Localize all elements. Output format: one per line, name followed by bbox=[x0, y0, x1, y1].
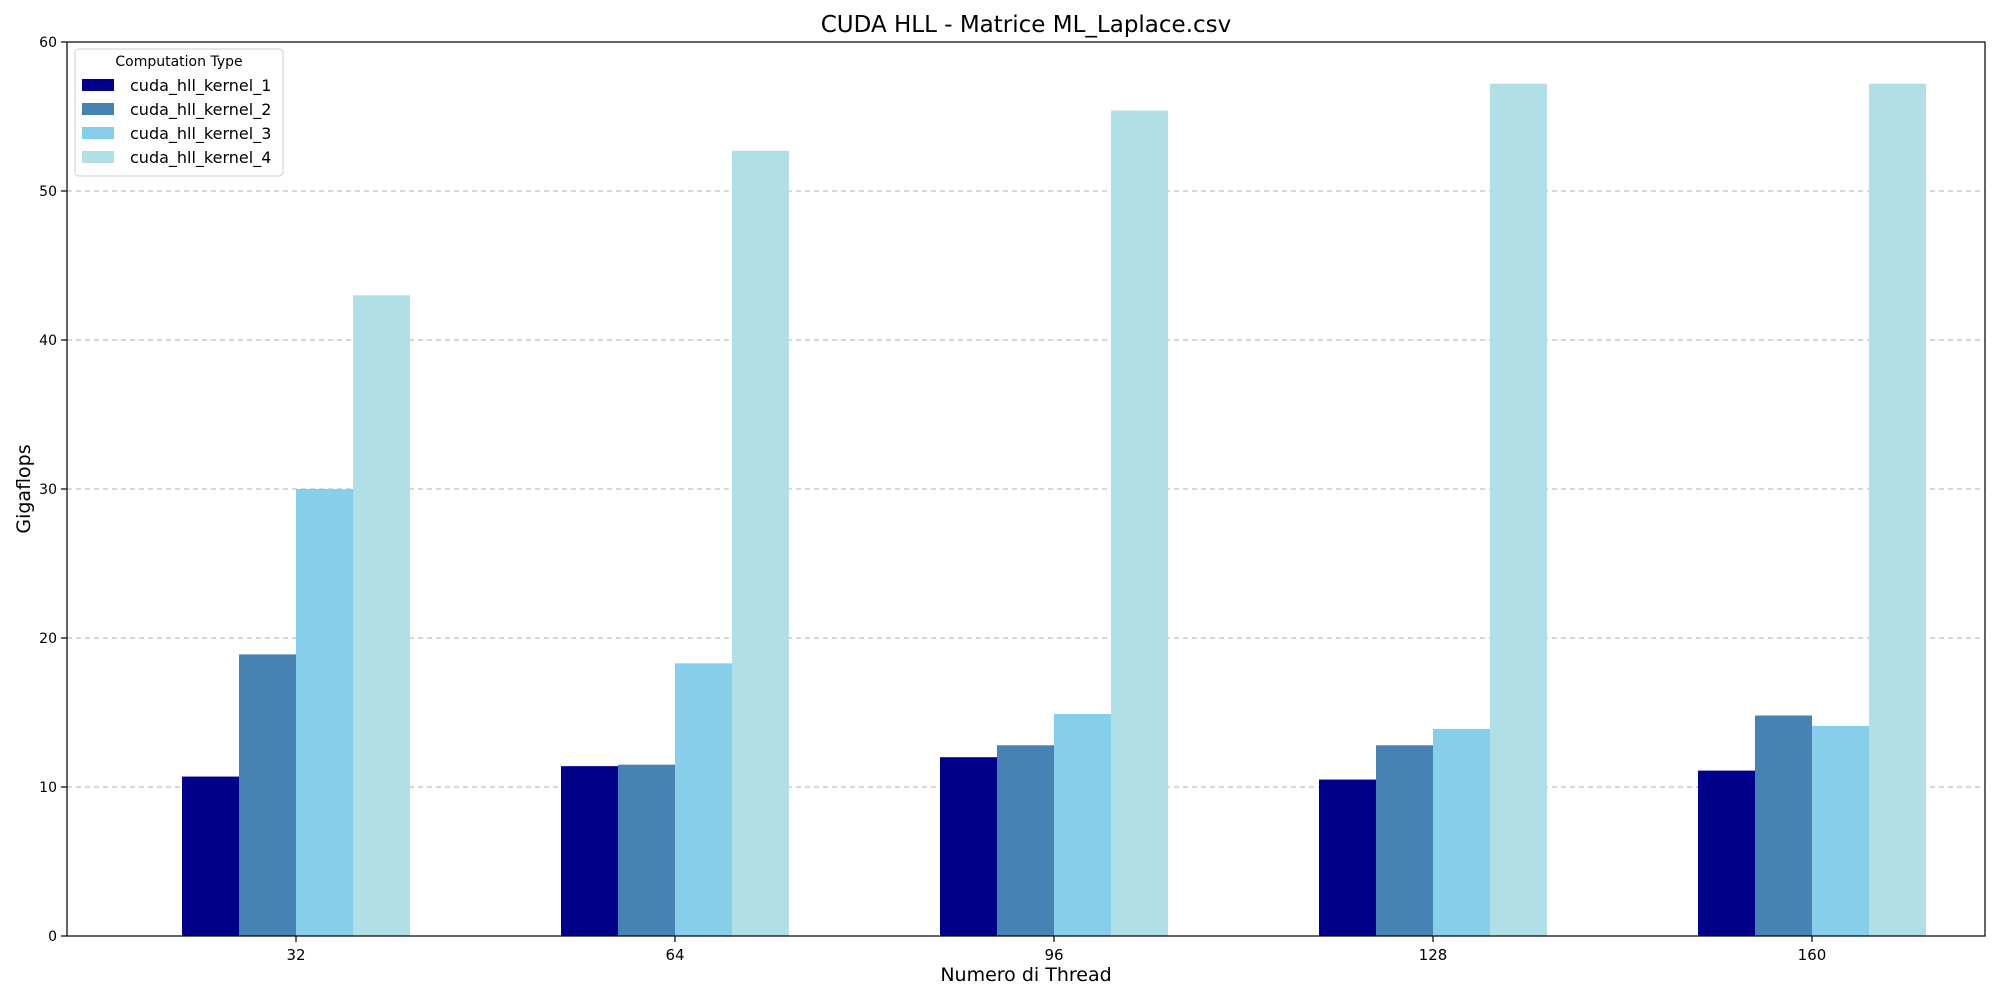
x-tick-label: 128 bbox=[1419, 946, 1448, 964]
bar-cuda_hll_kernel_3-128 bbox=[1433, 728, 1490, 936]
y-tick-label: 60 bbox=[39, 35, 57, 51]
x-tick-label: 96 bbox=[1044, 946, 1063, 964]
bar-cuda_hll_kernel_1-160 bbox=[1698, 770, 1755, 936]
chart-title: CUDA HLL - Matrice ML_Laplace.csv bbox=[821, 12, 1232, 38]
legend-swatch-cuda_hll_kernel_3 bbox=[82, 127, 114, 139]
bar-cuda_hll_kernel_4-128 bbox=[1490, 83, 1547, 937]
bar-cuda_hll_kernel_4-64 bbox=[732, 150, 789, 936]
y-tick-label: 30 bbox=[39, 482, 57, 498]
x-axis-ticks: 32 64 96 128 160 bbox=[286, 936, 1826, 964]
bar-cuda_hll_kernel_3-96 bbox=[1054, 713, 1111, 936]
x-tick-label: 64 bbox=[665, 946, 684, 964]
bar-cuda_hll_kernel_2-32 bbox=[239, 654, 296, 936]
bar-cuda_hll_kernel_1-128 bbox=[1319, 779, 1376, 936]
legend-label-cuda_hll_kernel_1: cuda_hll_kernel_1 bbox=[130, 76, 271, 96]
bar-cuda_hll_kernel_1-96 bbox=[940, 757, 997, 936]
y-tick-label: 0 bbox=[48, 929, 57, 945]
bar-cuda_hll_kernel_2-64 bbox=[618, 764, 675, 936]
bar-cuda_hll_kernel_2-128 bbox=[1376, 745, 1433, 936]
bar-cuda_hll_kernel_2-96 bbox=[997, 745, 1054, 936]
y-tick-label: 50 bbox=[39, 184, 57, 200]
bar-cuda_hll_kernel_1-64 bbox=[561, 766, 618, 936]
bar-cuda_hll_kernel_4-32 bbox=[353, 295, 410, 936]
legend-label-cuda_hll_kernel_2: cuda_hll_kernel_2 bbox=[130, 100, 271, 120]
x-axis-label: Numero di Thread bbox=[940, 964, 1111, 986]
bar-cuda_hll_kernel_3-32 bbox=[296, 489, 353, 936]
y-tick-label: 20 bbox=[39, 631, 57, 647]
bars bbox=[182, 83, 1926, 937]
legend-swatch-cuda_hll_kernel_4 bbox=[82, 151, 114, 163]
y-tick-label: 10 bbox=[39, 780, 57, 796]
bar-cuda_hll_kernel_2-160 bbox=[1755, 715, 1812, 936]
y-axis-label: Gigaflops bbox=[13, 444, 35, 533]
x-tick-label: 160 bbox=[1798, 946, 1827, 964]
y-tick-label: 40 bbox=[39, 333, 57, 349]
legend: Computation Type cuda_hll_kernel_1cuda_h… bbox=[74, 48, 284, 177]
legend-items: cuda_hll_kernel_1 cuda_hll_kernel_2 cuda_h… bbox=[82, 76, 271, 168]
legend-swatch-cuda_hll_kernel_1 bbox=[82, 79, 114, 91]
y-axis-ticks: 0 10 20 30 40 50 60 bbox=[39, 35, 67, 945]
bar-cuda_hll_kernel_4-96 bbox=[1111, 110, 1168, 937]
legend-box bbox=[74, 48, 284, 177]
legend-title: Computation Type bbox=[115, 54, 242, 70]
legend-label-cuda_hll_kernel_4: cuda_hll_kernel_4 bbox=[130, 148, 271, 168]
bar-cuda_hll_kernel_3-64 bbox=[675, 663, 732, 936]
legend-label-cuda_hll_kernel_3: cuda_hll_kernel_3 bbox=[130, 124, 271, 144]
bar-cuda_hll_kernel_4-160 bbox=[1869, 83, 1926, 937]
x-tick-label: 32 bbox=[286, 946, 305, 964]
bar-cuda_hll_kernel_3-160 bbox=[1812, 725, 1869, 936]
legend-swatch-cuda_hll_kernel_2 bbox=[82, 103, 114, 115]
bar-cuda_hll_kernel_1-32 bbox=[182, 776, 239, 936]
